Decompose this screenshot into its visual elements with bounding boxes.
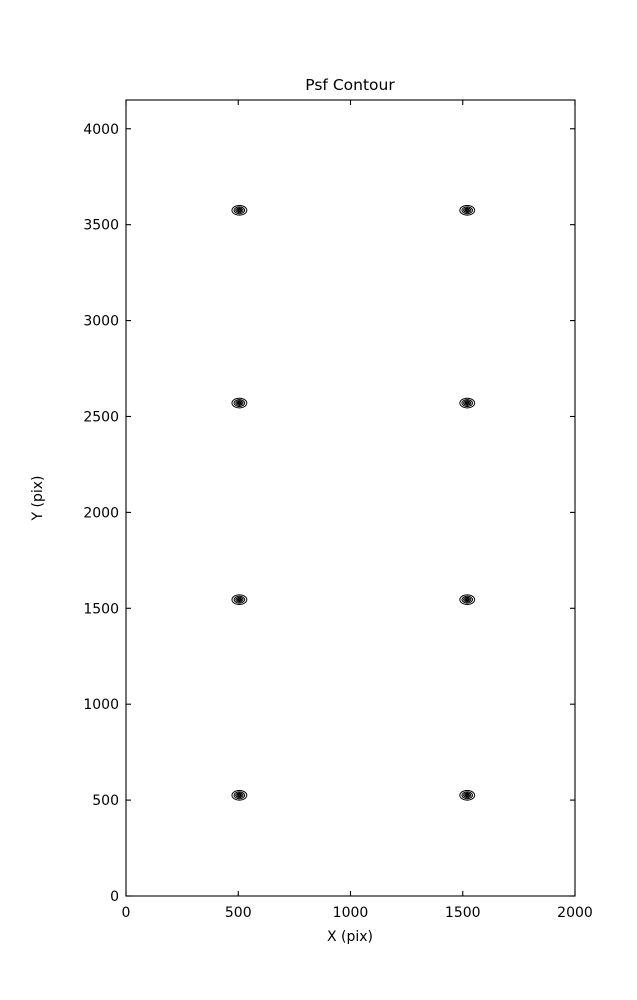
y-tick-label: 2000 [83,505,119,521]
contour-ring [231,204,248,216]
psf-contour-cluster [459,204,476,216]
contour-ring [463,792,472,799]
x-tick-label: 2000 [557,905,593,921]
contour-ring [237,401,242,405]
x-tick-label: 1000 [333,905,369,921]
contour-ring [235,400,244,406]
contour-ring [459,790,476,801]
contour-clusters [231,204,476,801]
contour-ring [235,792,244,799]
axes-frame [125,99,576,897]
contour-ring [463,596,472,603]
contour-ring [233,791,246,800]
contour-ring [236,597,243,602]
contour-ring [461,399,474,408]
psf-contour-cluster [459,397,476,409]
plot-title: Psf Contour [305,76,395,94]
contour-ring [231,594,248,605]
y-tick-label: 3500 [83,218,119,234]
x-tick-label: 500 [225,905,252,921]
psf-contour-cluster [459,790,476,801]
contour-ring [231,397,248,409]
y-tick-label: 2500 [83,409,119,425]
psf-contour-cluster [231,397,248,409]
y-tick-label: 0 [110,889,119,905]
contour-ring [465,794,469,797]
x-axis-label: X (pix) [327,929,373,945]
contour-ring [459,594,476,605]
contour-ring [233,399,246,408]
plot-title-group: Psf Contour [305,76,395,94]
contour-ring [236,793,243,798]
contour-ring [461,595,474,604]
y-axis-label: Y (pix) [30,476,46,522]
y-axis-ticks: 0 500 1000 1500 2000 2500 3000 3500 4000 [83,122,575,905]
contour-ring [464,793,471,798]
contour-ring [463,207,472,214]
contour-ring [465,401,469,405]
x-tick-label: 0 [122,905,131,921]
contour-ring [459,204,476,216]
x-axis-ticks: 0 500 1000 1500 2000 [122,100,593,921]
contour-ring [231,790,248,801]
psf-contour-cluster [231,790,248,801]
x-tick-label: 1500 [445,905,481,921]
psf-contour-cluster [231,594,248,605]
contour-ring [237,794,242,797]
contour-ring [459,397,476,409]
contour-ring [464,401,471,406]
contour-ring [463,400,472,406]
contour-ring [465,209,469,212]
contour-ring [233,206,246,215]
contour-ring [235,207,244,214]
contour-ring [464,208,471,213]
contour-ring [237,598,242,601]
contour-ring [464,597,471,602]
y-tick-label: 1500 [83,601,119,617]
contour-ring [465,598,469,601]
axis-labels-group: X (pix) Y (pix) [30,476,373,946]
y-tick-label: 4000 [83,122,119,138]
contour-ring [236,208,243,213]
contour-ring [235,596,244,603]
contour-ring [236,401,243,406]
psf-contour-cluster [231,204,248,216]
contour-ring [237,209,242,212]
contour-ring [461,206,474,215]
y-tick-label: 3000 [83,314,119,330]
y-tick-label: 1000 [83,697,119,713]
contour-ring [233,595,246,604]
contour-ring [461,791,474,800]
psf-contour-cluster [459,594,476,605]
y-tick-label: 500 [92,793,119,809]
axes-frame-group [125,99,576,897]
